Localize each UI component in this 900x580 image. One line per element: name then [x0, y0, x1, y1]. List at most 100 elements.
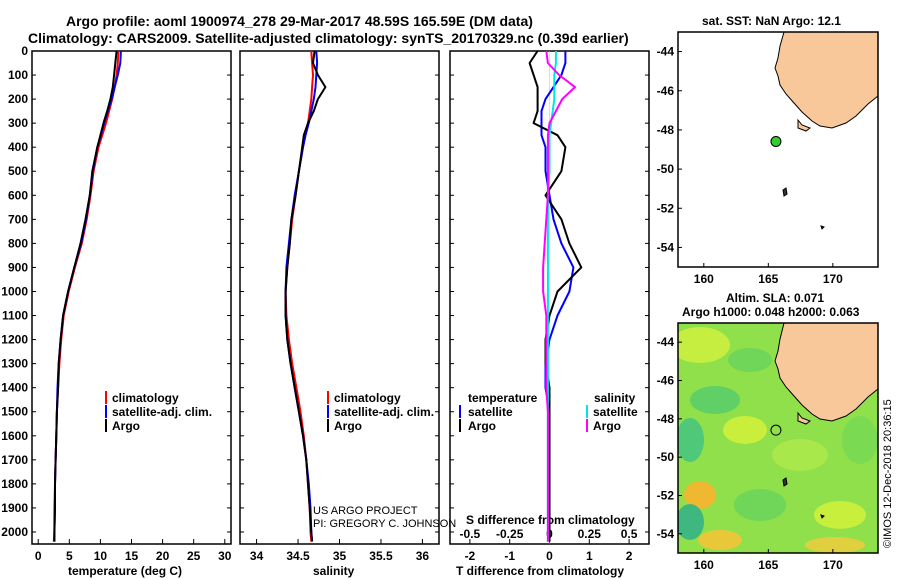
- credit-project: US ARGO PROJECT: [313, 505, 418, 517]
- map-bottom-auckland-islands: [782, 477, 788, 487]
- legend-label-t-argo: Argo: [468, 419, 496, 433]
- map-top-land-south-island: [774, 31, 879, 129]
- map-bottom-frame: [677, 322, 879, 554]
- map-y-tick-label: -46: [657, 374, 675, 388]
- legend-label-satellite-adj: satellite-adj. clim.: [334, 405, 434, 419]
- title-line-2: Climatology: CARS2009. Satellite-adjuste…: [28, 30, 629, 46]
- sla-blob: [698, 530, 742, 550]
- argo-position-marker: [770, 424, 782, 436]
- map-bottom-title-2: Argo h1000: 0.048 h2000: 0.063: [682, 305, 860, 319]
- depth-tick-label: 1300: [1, 357, 28, 371]
- s-tick-label: 0.25: [578, 527, 602, 541]
- map-top-campbell-island: [820, 225, 825, 230]
- x-tick-label: 20: [156, 549, 170, 563]
- s-tick-label: 0.5: [621, 527, 638, 541]
- map-y-tick-label: -44: [657, 45, 675, 59]
- depth-tick-label: 200: [8, 92, 28, 106]
- depth-tick-label: 1800: [1, 477, 28, 491]
- s-tick-label: -0.5: [460, 527, 481, 541]
- title-line-1: Argo profile: aoml 1900974_278 29-Mar-20…: [66, 13, 533, 29]
- map-top-auckland-islands: [782, 187, 788, 197]
- sla-blob: [678, 327, 730, 363]
- x-tick-label: 30: [218, 549, 232, 563]
- depth-tick-label: 0: [21, 44, 28, 58]
- series-line-0-0: [52, 50, 120, 542]
- map-y-tick-label: -54: [657, 527, 675, 541]
- depth-tick-label: 1100: [2, 309, 28, 323]
- temperature-xlabel: temperature (deg C): [68, 564, 182, 578]
- map-bottom-land-south-island: [774, 323, 878, 422]
- map-bottom-land-stewart-island: [797, 411, 812, 425]
- sla-blob: [728, 348, 772, 372]
- sla-blob: [684, 481, 716, 509]
- x-tick-label: 0: [546, 549, 553, 563]
- x-tick-label: 2: [626, 549, 633, 563]
- depth-tick-label: 1900: [1, 501, 28, 515]
- sla-blob: [678, 504, 704, 540]
- map-top-land-stewart-island: [797, 118, 812, 132]
- depth-tick-label: 800: [8, 236, 28, 250]
- series-line-0-1: [53, 50, 122, 542]
- temperature-panel: [31, 50, 232, 545]
- map-bottom-title-1: Altim. SLA: 0.071: [726, 291, 824, 305]
- map-x-tick-label: 170: [823, 272, 843, 286]
- legend-group-temperature: temperature: [468, 391, 538, 405]
- x-tick-label: 36: [416, 549, 430, 563]
- map-y-tick-label: -46: [657, 84, 675, 98]
- sla-blob: [678, 418, 704, 462]
- depth-tick-label: 100: [8, 68, 28, 82]
- map-y-tick-label: -48: [657, 412, 675, 426]
- legend-label-climatology: climatology: [334, 391, 401, 405]
- imos-credit: ©IMOS 12-Dec-2018 20:36:15: [882, 399, 894, 548]
- depth-tick-label: 1000: [1, 284, 28, 298]
- x-tick-label: 0: [35, 549, 42, 563]
- series-line-2-1: [528, 50, 583, 542]
- depth-tick-label: 300: [8, 116, 28, 130]
- depth-tick-label: 1600: [1, 429, 28, 443]
- legend-label-s-satellite: satellite: [593, 405, 638, 419]
- x-tick-label: 34.5: [286, 549, 310, 563]
- map-y-tick-label: -44: [657, 335, 675, 349]
- map-x-tick-label: 165: [758, 558, 778, 572]
- legend-label-argo: Argo: [334, 419, 362, 433]
- depth-tick-label: 1200: [1, 333, 28, 347]
- map-x-tick-label: 160: [694, 272, 714, 286]
- map-x-tick-label: 165: [758, 272, 778, 286]
- difference-legend: temperature satellite Argo salinity sate…: [459, 391, 638, 433]
- s-difference-xlabel: S difference from climatology: [466, 513, 635, 527]
- depth-tick-label: 600: [8, 188, 28, 202]
- map-x-tick-label: 160: [694, 558, 714, 572]
- sla-blob: [805, 537, 865, 553]
- series-line-1-2: [284, 50, 327, 542]
- legend-group-salinity: salinity: [594, 391, 636, 405]
- x-tick-label: 35.5: [369, 549, 393, 563]
- salinity-panel: [239, 50, 440, 545]
- x-tick-label: 15: [125, 549, 139, 563]
- legend-label-s-argo: Argo: [593, 419, 621, 433]
- map-top-title: sat. SST: NaN Argo: 12.1: [702, 14, 841, 28]
- depth-tick-label: 400: [8, 140, 28, 154]
- depth-tick-label: 2000: [1, 525, 28, 539]
- x-tick-label: -2: [465, 549, 476, 563]
- map-bottom-campbell-island: [820, 514, 825, 519]
- x-tick-label: 35: [333, 549, 347, 563]
- salinity-legend: climatology satellite-adj. clim. Argo: [327, 391, 434, 433]
- depth-tick-label: 700: [8, 212, 28, 226]
- temperature-legend: climatology satellite-adj. clim. Argo: [105, 391, 212, 433]
- t-difference-xlabel: T difference from climatology: [456, 564, 624, 578]
- map-y-tick-label: -48: [657, 123, 675, 137]
- legend-label-climatology: climatology: [112, 391, 179, 405]
- map-y-tick-label: -50: [657, 162, 675, 176]
- map-bottom: [677, 322, 879, 554]
- argo-position-marker: [770, 135, 782, 147]
- x-tick-label: -1: [504, 549, 515, 563]
- depth-tick-label: 1500: [1, 405, 28, 419]
- sla-field: [678, 323, 878, 553]
- depth-tick-label: 1700: [1, 453, 28, 467]
- sla-blob: [690, 386, 740, 414]
- map-top-frame: [677, 31, 879, 268]
- salinity-xlabel: salinity: [313, 564, 355, 578]
- map-y-tick-label: -52: [657, 201, 675, 215]
- sla-blob: [734, 489, 786, 521]
- x-tick-label: 25: [187, 549, 201, 563]
